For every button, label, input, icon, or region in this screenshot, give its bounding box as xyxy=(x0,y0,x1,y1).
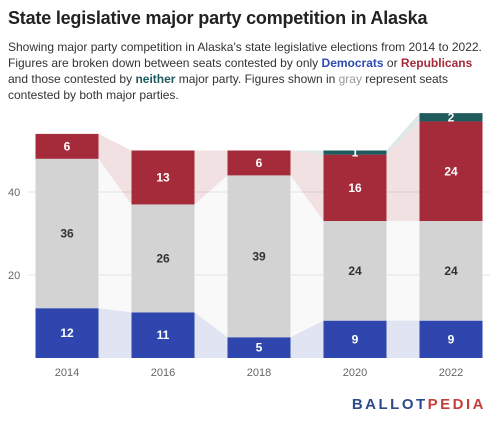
data-label-dem-2016: 11 xyxy=(157,328,170,342)
subtitle-text-1: Showing major party competition in Alask… xyxy=(8,40,482,70)
bar-segment-rep-2020 xyxy=(323,154,387,222)
subtitle-text-5: represent seats contested by both major … xyxy=(8,72,449,102)
data-label-both-2020: 24 xyxy=(348,264,362,278)
connector-rep-2018-2020 xyxy=(290,150,324,222)
connector-dem-2016-2018 xyxy=(194,312,228,358)
subtitle-republicans: Republicans xyxy=(400,56,473,70)
bar-segment-both-2016 xyxy=(131,204,195,313)
bar-segment-rep-2016 xyxy=(131,150,195,205)
x-tick-label-2020: 2020 xyxy=(343,367,367,379)
data-label-dem-2018: 5 xyxy=(256,341,263,355)
connector-dem-2020-2022 xyxy=(386,320,420,358)
bar-segment-dem-2016 xyxy=(131,312,195,358)
chart-subtitle: Showing major party competition in Alask… xyxy=(8,39,492,103)
connector-both-2014-2016 xyxy=(98,158,132,313)
connector-both-2016-2018 xyxy=(194,175,228,338)
data-label-rep-2016: 13 xyxy=(156,170,170,184)
bar-segment-dem-2022 xyxy=(419,320,483,358)
connector-rep-2016-2018 xyxy=(194,150,228,205)
bar-segment-dem-2020 xyxy=(323,320,387,358)
data-label-both-2022: 24 xyxy=(444,264,458,278)
ballotpedia-logo: BALLOTPEDIA xyxy=(352,396,486,413)
bar-segment-dem-2014 xyxy=(35,308,99,358)
bar-segment-dem-2018 xyxy=(227,337,291,358)
chart-title: State legislative major party competitio… xyxy=(8,8,428,28)
connector-dem-2014-2016 xyxy=(98,308,132,358)
data-label-rep-2018: 6 xyxy=(256,156,263,170)
bar-segment-both-2018 xyxy=(227,175,291,338)
data-label-dem-2022: 9 xyxy=(448,332,455,346)
data-label-rep-2022: 24 xyxy=(444,164,458,178)
bar-segment-neither-2020 xyxy=(323,150,387,155)
subtitle-neither: neither xyxy=(135,72,176,86)
bar-segment-both-2020 xyxy=(323,221,387,321)
subtitle-text-3: and those contested by xyxy=(8,72,136,86)
bar-segment-rep-2022 xyxy=(419,121,483,222)
bar-segment-rep-2014 xyxy=(35,133,99,159)
connector-rep-2020-2022 xyxy=(386,121,420,222)
data-label-both-2016: 26 xyxy=(156,251,170,265)
data-label-both-2018: 39 xyxy=(252,249,266,263)
data-label-neither-2022: 2 xyxy=(448,110,455,124)
bar-segment-neither-2022 xyxy=(419,113,483,122)
subtitle-text-4: major party. Figures shown in xyxy=(175,72,339,86)
data-label-neither-2020: 1 xyxy=(352,146,359,160)
data-label-dem-2020: 9 xyxy=(352,332,359,346)
y-tick-label-20: 20 xyxy=(8,270,20,282)
subtitle-gray: gray xyxy=(338,72,362,86)
subtitle-democrats: Democrats xyxy=(321,56,384,70)
subtitle-text-2: or xyxy=(383,56,401,70)
bar-segment-both-2022 xyxy=(419,221,483,321)
data-label-rep-2014: 6 xyxy=(64,139,71,153)
data-label-dem-2014: 12 xyxy=(60,326,74,340)
stacked-bar-chart: 20 40 12 36 6 2014 11 26 13 2016 5 39 6 2018 9 24 16 1 202… xyxy=(8,110,490,379)
x-tick-label-2022: 2022 xyxy=(439,367,463,379)
connector-rep-2014-2016 xyxy=(98,133,132,205)
bar-segment-rep-2018 xyxy=(227,150,291,176)
logo-text-pedia: PEDIA xyxy=(427,396,486,413)
x-tick-label-2018: 2018 xyxy=(247,367,271,379)
bar-segment-both-2014 xyxy=(35,158,99,309)
logo-text-ballot: BALLOT xyxy=(351,396,428,413)
x-tick-label-2014: 2014 xyxy=(55,367,79,379)
connector-both-2018-2020 xyxy=(290,175,324,338)
data-label-both-2014: 36 xyxy=(60,227,74,241)
y-tick-label-40: 40 xyxy=(8,187,20,199)
connector-dem-2018-2020 xyxy=(290,320,324,358)
connector-neither-2020-2022 xyxy=(386,113,420,155)
data-label-rep-2020: 16 xyxy=(348,181,362,195)
x-tick-label-2016: 2016 xyxy=(151,367,175,379)
connector-both-2020-2022 xyxy=(386,221,420,321)
